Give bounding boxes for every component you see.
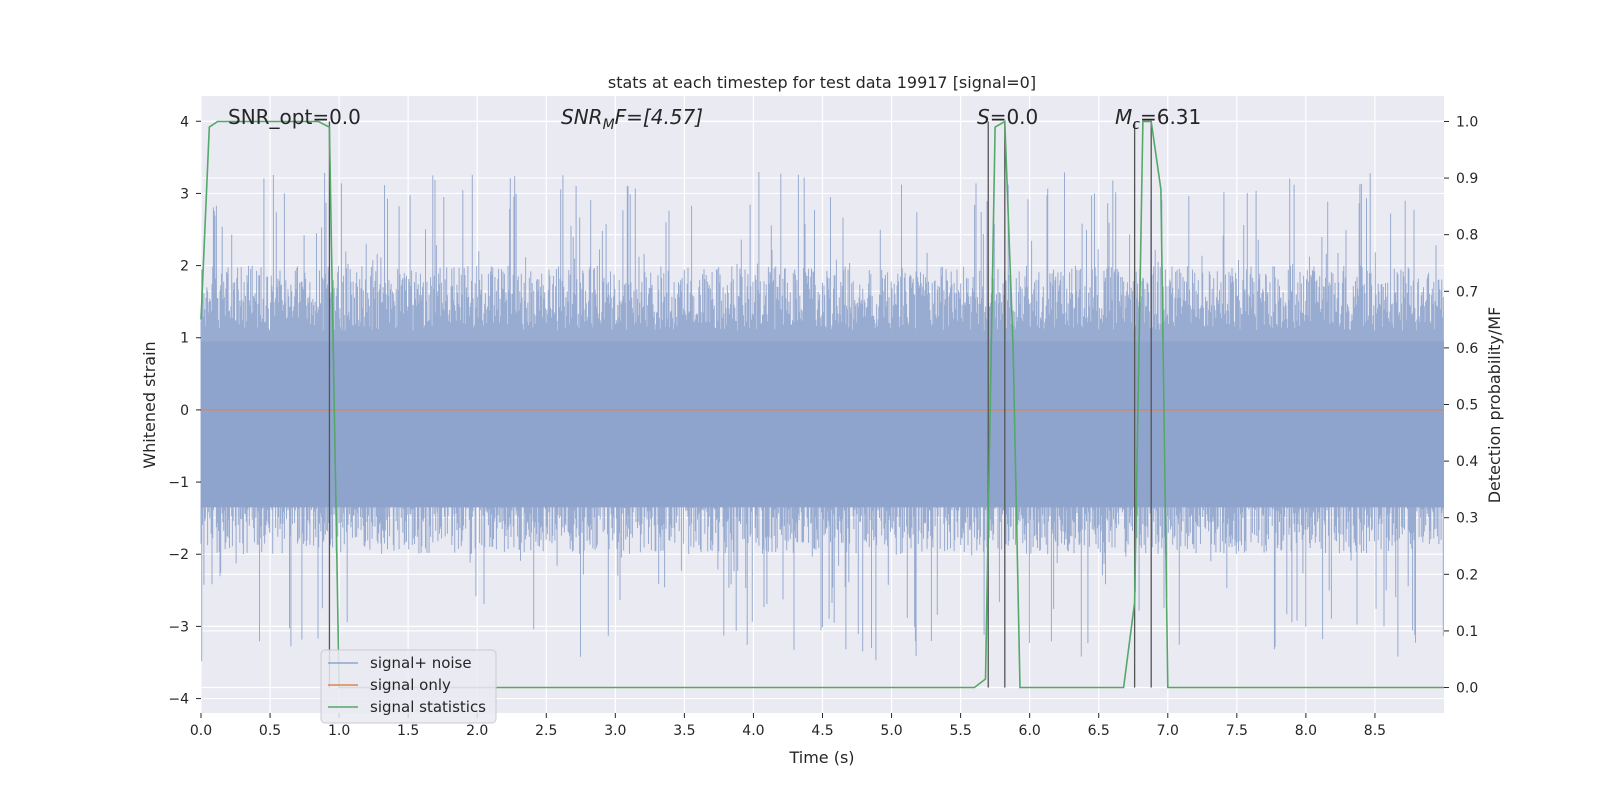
noise-band [201,341,1444,508]
annotation-mc: Mc=6.31 [1115,105,1201,133]
annotation-snr-mf-main: SNR [561,105,603,129]
annotation-mc-rest: =6.31 [1140,105,1201,129]
y-axis-right-ticks: 1.0 0.9 0.8 0.7 0.6 0.5 0.4 0.3 0.2 0.1 0.0 [1444,114,1478,697]
annotation-s: S=0.0 [977,105,1038,129]
y-axis-right-label: Detection probability/MF [1485,307,1504,504]
y-left-tick-label: 2 [180,259,189,275]
x-tick-label: 7.5 [1226,723,1248,739]
y-left-tick-label: 3 [180,186,189,202]
noise-series [200,172,1444,662]
lines [200,120,1444,689]
x-tick-label: 4.5 [811,723,833,739]
series-signal-statistics [200,120,1444,689]
x-tick-label: 0.5 [259,723,281,739]
x-tick-label: 8.0 [1295,723,1317,739]
legend-label-noise: signal+ noise [370,654,472,672]
legend-label-signal: signal only [370,676,451,694]
y-right-tick-label: 0.2 [1456,567,1478,583]
y-right-tick-label: 0.6 [1456,341,1478,357]
y-right-tick-label: 0.1 [1456,624,1478,640]
legend: signal+ noise signal only signal statist… [320,649,497,724]
annotation-snr-mf-sub: M [603,117,615,133]
y-left-tick-label: 0 [180,403,189,419]
chart-title: stats at each timestep for test data 199… [608,73,1036,92]
y-right-tick-label: 0.3 [1456,511,1478,527]
x-tick-label: 1.5 [397,723,419,739]
x-tick-label: 1.0 [328,723,350,739]
x-tick-label: 6.0 [1019,723,1041,739]
x-tick-label: 5.0 [880,723,902,739]
legend-label-stats: signal statistics [370,698,486,716]
legend-box [320,649,497,724]
x-tick-label: 8.5 [1364,723,1386,739]
y-left-tick-label: 1 [180,331,189,347]
y-left-tick-label: 4 [180,114,189,130]
x-tick-label: 0.0 [190,723,212,739]
annotation-mc-main: M [1115,105,1132,129]
y-right-tick-label: 0.4 [1456,454,1478,470]
annotation-snr-mf-rest: F=[4.57] [615,105,703,129]
y-right-tick-label: 1.0 [1456,114,1478,130]
annotation-mc-sub: c [1132,117,1140,133]
annotation-snr-mf: SNRMF=[4.57] [561,105,703,133]
x-tick-label: 7.0 [1157,723,1179,739]
y-left-tick-label: −1 [168,475,189,491]
x-tick-label: 6.5 [1088,723,1110,739]
y-right-tick-label: 0.9 [1456,171,1478,187]
y-axis-left-label: Whitened strain [140,341,159,468]
y-right-tick-label: 0.7 [1456,284,1478,300]
x-axis-ticks: 0.0 0.5 1.0 1.5 2.0 2.5 3.0 3.5 4.0 4.5 5.0 5.5 6.0 6… [190,713,1386,739]
y-right-tick-label: 0.0 [1456,681,1478,697]
annotation-s-main: S [977,105,990,129]
x-tick-label: 4.0 [742,723,764,739]
x-tick-label: 3.0 [604,723,626,739]
y-left-tick-label: −3 [168,619,189,635]
y-left-tick-label: −4 [168,692,189,708]
y-axis-left-ticks: 4 3 2 1 0 −1 −2 −3 −4 [168,114,201,708]
x-tick-label: 2.5 [535,723,557,739]
y-right-tick-label: 0.8 [1456,228,1478,244]
x-axis-label: Time (s) [788,748,854,767]
annotation-s-rest: =0.0 [990,105,1039,129]
x-tick-label: 2.0 [466,723,488,739]
y-left-tick-label: −2 [168,547,189,563]
y-right-tick-label: 0.5 [1456,398,1478,414]
x-tick-label: 3.5 [673,723,695,739]
x-tick-label: 5.5 [949,723,971,739]
annotation-snr-opt: SNR_opt=0.0 [228,105,361,129]
